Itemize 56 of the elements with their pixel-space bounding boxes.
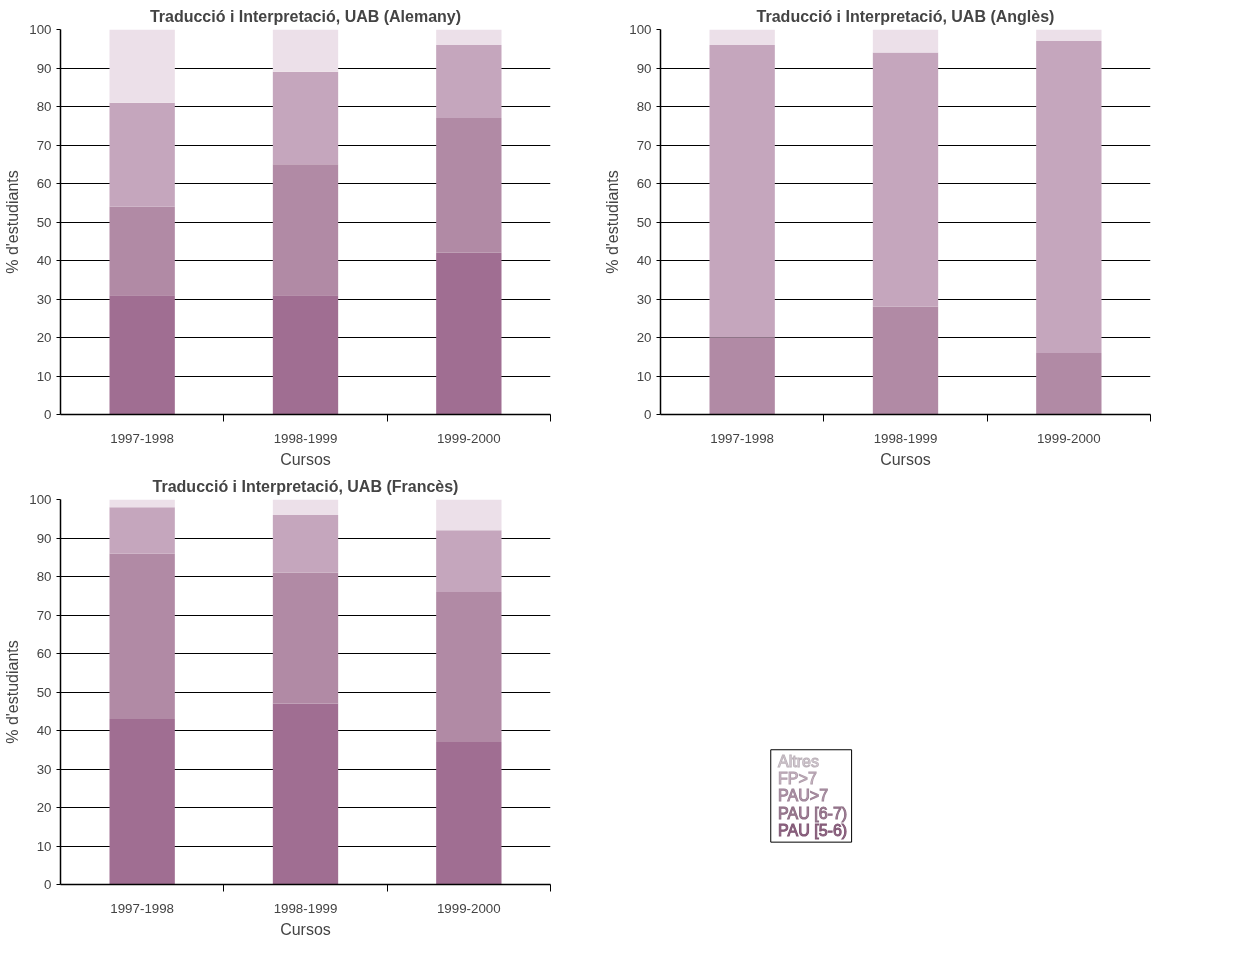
text: Altres: [778, 752, 820, 770]
y-tick-label: 30: [36, 291, 52, 307]
y-tick-label: 10: [36, 838, 52, 854]
x-tick-label: 1997-1998: [110, 430, 175, 446]
x-tick-label: 1997-1998: [110, 900, 175, 916]
y-tick-label: 70: [36, 607, 52, 623]
y-tick-label: 50: [36, 214, 52, 230]
legend-label: FP>7: [778, 770, 817, 788]
y-axis-title: % d'estudiants: [604, 170, 622, 274]
y-tick-label: 80: [36, 99, 52, 114]
y-tick-label: 100: [29, 492, 52, 507]
y-tick-label: 30: [36, 761, 52, 777]
y-tick-label: 70: [36, 137, 52, 153]
chart-title: Traducció i Interpretació, UAB (Francès): [152, 477, 459, 495]
y-tick-label: 20: [636, 330, 652, 345]
y-axis-title: % d'estudiants: [4, 170, 22, 274]
y-tick-label: 90: [36, 60, 52, 76]
y-tick-label: 20: [36, 330, 52, 345]
x-tick-label: 1998-1999: [273, 900, 338, 916]
y-tick-label: 10: [36, 368, 52, 384]
y-tick-label: 60: [36, 176, 52, 191]
text: PAU [6-7): [778, 804, 848, 822]
y-tick-label: 60: [636, 176, 652, 191]
y-tick-label: 10: [636, 368, 652, 384]
y-tick-label: 50: [36, 684, 52, 700]
x-tick-label: 1998-1999: [273, 430, 338, 446]
y-tick-label: 80: [36, 569, 52, 584]
x-axis-title: Cursos: [280, 920, 331, 938]
x-tick-label: 1998-1999: [873, 430, 938, 446]
chart-title: Traducció i Interpretació, UAB (Alemany): [149, 7, 462, 25]
x-tick-label: 1999-2000: [1036, 430, 1101, 446]
y-tick-label: 90: [636, 60, 652, 76]
x-tick-label: 1999-2000: [436, 430, 501, 446]
x-axis-title: Cursos: [880, 450, 931, 468]
y-axis-title: % d'estudiants: [4, 640, 22, 744]
x-axis-title: Cursos: [280, 450, 331, 468]
y-tick-label: 0: [44, 877, 52, 892]
y-tick-label: 0: [44, 407, 52, 422]
chart-title: Traducció i Interpretació, UAB (Anglès): [756, 7, 1055, 25]
y-tick-label: 90: [36, 530, 52, 546]
y-tick-label: 20: [36, 800, 52, 815]
y-tick-label: 70: [636, 137, 652, 153]
y-tick-label: 100: [629, 22, 652, 37]
y-tick-label: 80: [636, 99, 652, 114]
x-tick-label: 1999-2000: [436, 900, 501, 916]
x-tick-label: 1997-1998: [710, 430, 775, 446]
y-tick-label: 100: [29, 22, 52, 37]
y-tick-label: 40: [636, 253, 652, 268]
y-tick-label: 30: [636, 291, 652, 307]
y-tick-label: 40: [36, 723, 52, 738]
text: PAU [5-6): [778, 822, 848, 840]
y-tick-label: 40: [36, 253, 52, 268]
y-tick-label: 60: [36, 646, 52, 661]
y-tick-label: 0: [644, 407, 652, 422]
y-tick-label: 50: [636, 214, 652, 230]
text: PAU>7: [778, 787, 829, 805]
